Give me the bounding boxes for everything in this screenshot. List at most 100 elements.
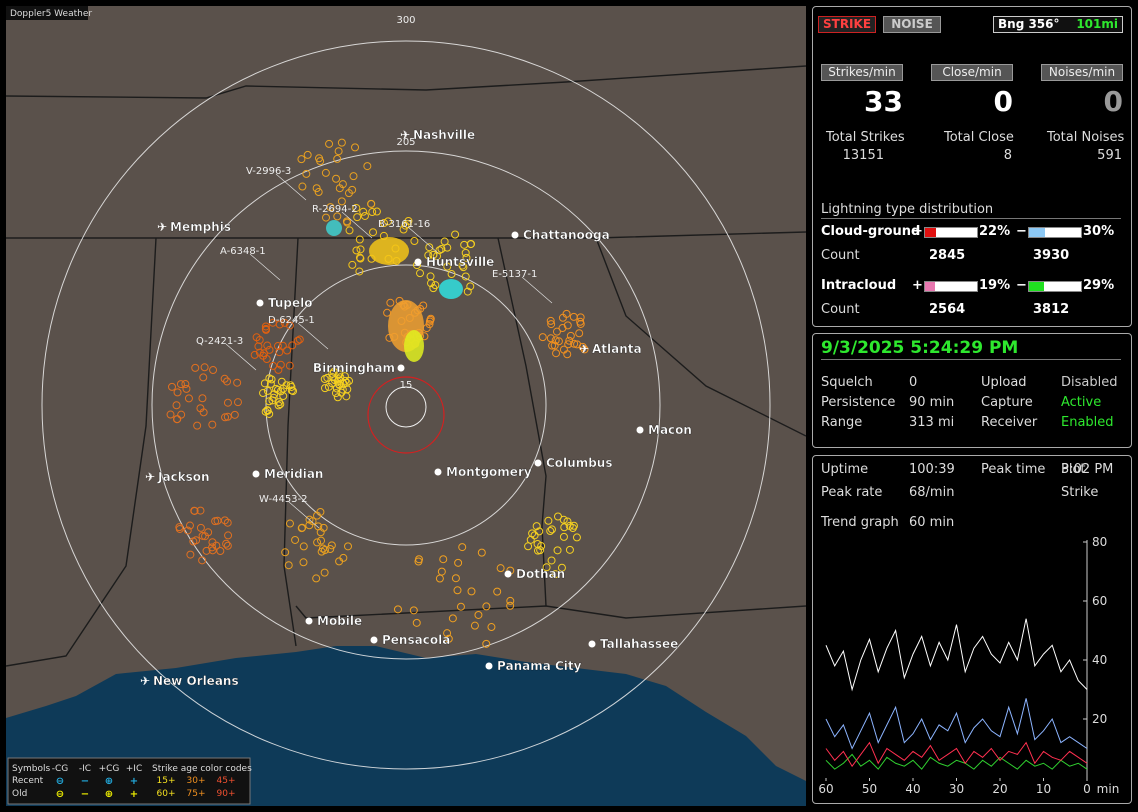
strike-symbol xyxy=(283,346,292,355)
strike-symbol xyxy=(287,386,296,395)
strike-symbol xyxy=(537,542,546,551)
airport-icon: ✈ xyxy=(157,220,167,234)
count-label: Count xyxy=(821,302,860,317)
cell-label: D-6245-1 xyxy=(268,315,315,326)
strike-symbol xyxy=(252,333,261,342)
strike-symbol xyxy=(332,174,341,183)
legend-age: 15+ xyxy=(157,776,176,786)
strike-symbol xyxy=(493,587,502,596)
rate-value: 0 xyxy=(993,85,1013,118)
strike-symbol xyxy=(209,366,218,375)
legend-label: Strike age color codes xyxy=(152,764,252,774)
strike-symbol xyxy=(208,420,217,429)
status-panel xyxy=(812,6,1132,327)
strike-symbol xyxy=(303,150,312,159)
strike-symbol xyxy=(546,527,555,536)
bar-fill xyxy=(925,228,937,237)
uptime-panel xyxy=(812,455,1132,804)
ring-label: 300 xyxy=(396,15,415,26)
strike-symbol xyxy=(172,401,181,410)
city-label: Memphis xyxy=(170,220,231,234)
strike-symbol xyxy=(305,521,314,530)
strike-symbol xyxy=(182,384,191,393)
distance: 101mi xyxy=(1076,17,1118,31)
sign: − xyxy=(1016,224,1027,239)
strike-symbol xyxy=(299,542,308,551)
strike-symbol xyxy=(565,521,574,530)
strike-symbol xyxy=(506,596,515,605)
count: 3812 xyxy=(1033,302,1070,317)
strike-symbol xyxy=(569,312,578,321)
legend-type: +IC xyxy=(126,764,142,774)
strike-symbol xyxy=(288,341,297,350)
strike-symbol xyxy=(333,212,342,221)
strike-symbol xyxy=(268,318,277,327)
strike-symbol xyxy=(542,563,551,572)
strike-symbol xyxy=(569,521,578,530)
strike-symbol xyxy=(295,335,304,344)
noise-button[interactable]: NOISE xyxy=(883,16,941,33)
strike-symbol xyxy=(470,621,479,630)
strike-symbol xyxy=(506,601,515,610)
setting: Upload xyxy=(981,375,1027,390)
legend-type: -CG xyxy=(52,764,69,774)
strike-button[interactable]: STRIKE xyxy=(818,16,876,33)
strike-symbol xyxy=(439,555,448,564)
strike-symbol xyxy=(200,363,209,372)
legend-symbols: ⊖ − ⊕ + ⊖ − ⊕ + xyxy=(56,776,138,800)
strike-symbol xyxy=(223,377,232,386)
strike-symbol xyxy=(573,340,582,349)
strike-symbol xyxy=(467,587,476,596)
cell-leader xyxy=(407,226,439,254)
city-label: Columbus xyxy=(546,456,613,470)
setting: Active xyxy=(1061,395,1102,410)
strike-symbol xyxy=(265,345,274,354)
cell-leader xyxy=(225,343,257,371)
strike-symbol xyxy=(269,393,278,402)
setting: Enabled xyxy=(1061,415,1114,430)
strike-symbol xyxy=(570,339,579,348)
strike-symbol xyxy=(462,253,471,262)
strike-symbol xyxy=(546,316,555,325)
svg-text:−: − xyxy=(81,776,89,787)
total-value: 591 xyxy=(1097,148,1122,163)
strike-symbol xyxy=(349,172,358,181)
strike-symbol xyxy=(291,535,300,544)
strike-symbol xyxy=(384,217,393,226)
strike-symbol xyxy=(320,568,329,577)
strike-symbol xyxy=(196,404,205,413)
strike-symbol xyxy=(274,401,283,410)
strike-symbol xyxy=(482,602,491,611)
strike-symbol xyxy=(317,536,326,545)
strike-symbol xyxy=(380,219,389,228)
strike-symbol xyxy=(314,188,323,197)
strike-cluster xyxy=(439,279,463,299)
strike-symbol xyxy=(466,282,475,291)
strike-symbol xyxy=(263,406,272,415)
uptime-field: Strike xyxy=(1061,485,1099,500)
svg-text:+: + xyxy=(130,789,138,800)
bar-track xyxy=(1028,281,1082,292)
strike-symbol xyxy=(192,536,201,545)
strike-symbol xyxy=(369,228,378,237)
range-ring xyxy=(265,264,547,546)
strike-symbol xyxy=(173,415,182,424)
strike-symbol xyxy=(563,350,572,359)
strike-symbol xyxy=(222,539,231,548)
cell-leader xyxy=(288,501,320,529)
rate-value: 33 xyxy=(864,85,903,118)
strike-symbol xyxy=(454,558,463,567)
strike-symbol xyxy=(198,394,207,403)
state-borders xyxy=(6,65,806,667)
legend-box xyxy=(7,757,251,805)
strike-symbol xyxy=(456,602,465,611)
strike-symbol xyxy=(356,245,365,254)
strike-symbol xyxy=(337,138,346,147)
app-title-bg xyxy=(6,6,88,20)
strike-symbol xyxy=(302,169,311,178)
strike-symbol xyxy=(298,182,307,191)
strike-symbol xyxy=(557,563,566,572)
legend: Symbols Recent Old Strike age color code… xyxy=(7,757,252,805)
bar-track xyxy=(924,281,978,292)
